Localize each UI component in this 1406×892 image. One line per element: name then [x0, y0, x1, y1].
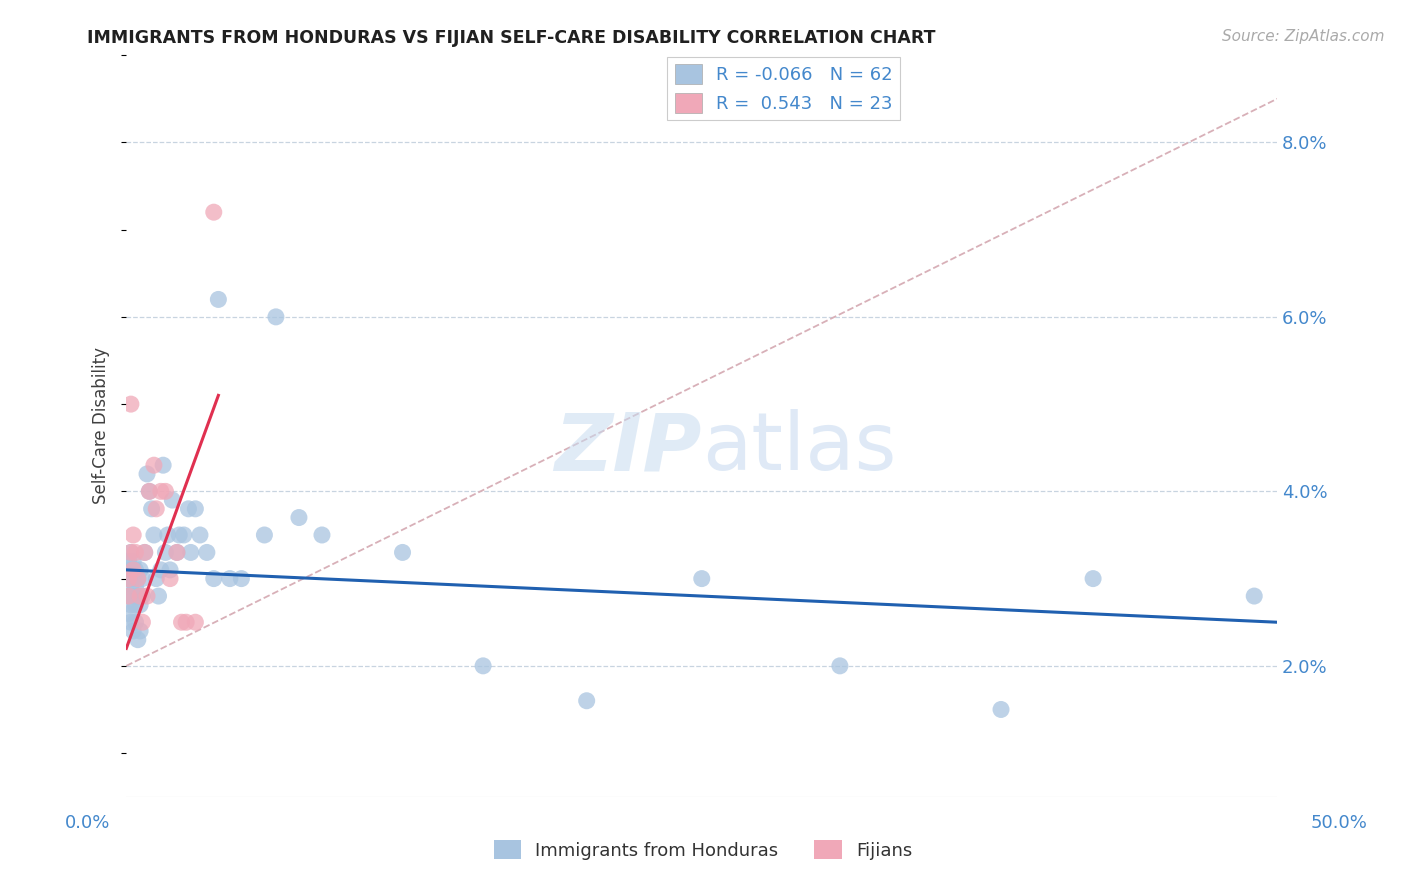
- Point: [129, 563, 152, 577]
- Point: [156, 528, 179, 542]
- Point: [166, 545, 188, 559]
- Point: [188, 528, 211, 542]
- Point: [127, 572, 149, 586]
- Point: [152, 458, 174, 473]
- Point: [202, 205, 225, 219]
- Point: [117, 572, 139, 586]
- Point: [141, 501, 163, 516]
- Point: [134, 545, 156, 559]
- Point: [142, 528, 165, 542]
- Point: [117, 589, 139, 603]
- Point: [122, 589, 145, 603]
- Point: [162, 493, 184, 508]
- Point: [149, 484, 172, 499]
- Point: [131, 589, 153, 603]
- Point: [173, 528, 195, 542]
- Point: [311, 528, 333, 542]
- Point: [231, 572, 253, 586]
- Point: [174, 615, 197, 630]
- Text: ZIP: ZIP: [554, 409, 702, 487]
- Point: [253, 528, 276, 542]
- Point: [134, 545, 156, 559]
- Point: [117, 589, 139, 603]
- Point: [131, 572, 153, 586]
- Point: [122, 563, 145, 577]
- Point: [120, 397, 142, 411]
- Point: [184, 501, 207, 516]
- Point: [124, 580, 146, 594]
- Point: [124, 545, 146, 559]
- Point: [122, 554, 145, 568]
- Point: [122, 528, 145, 542]
- Point: [129, 624, 152, 638]
- Point: [149, 563, 172, 577]
- Point: [117, 572, 139, 586]
- Text: 0.0%: 0.0%: [65, 814, 110, 831]
- Point: [184, 615, 207, 630]
- Point: [155, 484, 177, 499]
- Point: [148, 589, 170, 603]
- Point: [1081, 572, 1104, 586]
- Point: [219, 572, 242, 586]
- Point: [159, 572, 181, 586]
- Point: [129, 598, 152, 612]
- Point: [117, 554, 139, 568]
- Point: [170, 615, 193, 630]
- Point: [177, 501, 200, 516]
- Legend: R = -0.066   N = 62, R =  0.543   N = 23: R = -0.066 N = 62, R = 0.543 N = 23: [668, 57, 900, 120]
- Point: [120, 615, 142, 630]
- Point: [828, 658, 851, 673]
- Point: [264, 310, 287, 324]
- Y-axis label: Self-Care Disability: Self-Care Disability: [93, 347, 110, 505]
- Point: [990, 702, 1012, 716]
- Point: [1243, 589, 1265, 603]
- Point: [202, 572, 225, 586]
- Point: [145, 572, 167, 586]
- Point: [120, 598, 142, 612]
- Point: [136, 589, 159, 603]
- Point: [195, 545, 218, 559]
- Text: 50.0%: 50.0%: [1310, 814, 1367, 831]
- Point: [124, 563, 146, 577]
- Point: [138, 484, 160, 499]
- Point: [167, 528, 190, 542]
- Point: [124, 598, 146, 612]
- Point: [166, 545, 188, 559]
- Point: [129, 589, 152, 603]
- Point: [117, 607, 139, 621]
- Point: [124, 615, 146, 630]
- Point: [127, 589, 149, 603]
- Text: IMMIGRANTS FROM HONDURAS VS FIJIAN SELF-CARE DISABILITY CORRELATION CHART: IMMIGRANTS FROM HONDURAS VS FIJIAN SELF-…: [87, 29, 935, 46]
- Legend: Immigrants from Honduras, Fijians: Immigrants from Honduras, Fijians: [486, 833, 920, 867]
- Point: [288, 510, 311, 524]
- Point: [122, 572, 145, 586]
- Point: [127, 572, 149, 586]
- Point: [391, 545, 413, 559]
- Point: [127, 632, 149, 647]
- Point: [207, 293, 229, 307]
- Point: [138, 484, 160, 499]
- Point: [120, 545, 142, 559]
- Point: [142, 458, 165, 473]
- Point: [145, 501, 167, 516]
- Text: Source: ZipAtlas.com: Source: ZipAtlas.com: [1222, 29, 1385, 44]
- Point: [180, 545, 202, 559]
- Point: [690, 572, 713, 586]
- Point: [136, 467, 159, 481]
- Point: [120, 580, 142, 594]
- Point: [122, 624, 145, 638]
- Point: [120, 545, 142, 559]
- Point: [131, 615, 153, 630]
- Point: [155, 545, 177, 559]
- Text: atlas: atlas: [702, 409, 896, 487]
- Point: [575, 694, 598, 708]
- Point: [120, 563, 142, 577]
- Point: [472, 658, 495, 673]
- Point: [159, 563, 181, 577]
